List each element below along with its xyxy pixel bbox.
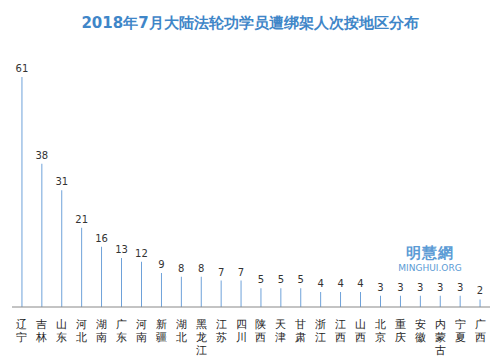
svg-text:3: 3 xyxy=(437,282,443,293)
svg-text:8: 8 xyxy=(178,263,184,274)
svg-text:4: 4 xyxy=(357,278,363,289)
svg-text:宁夏: 宁夏 xyxy=(455,318,466,344)
svg-text:山东: 山东 xyxy=(56,318,67,344)
svg-text:陕西: 陕西 xyxy=(255,318,266,344)
svg-text:3: 3 xyxy=(417,282,423,293)
svg-text:广西: 广西 xyxy=(475,318,486,344)
svg-text:3: 3 xyxy=(457,282,463,293)
svg-text:7: 7 xyxy=(238,267,244,278)
svg-text:山西: 山西 xyxy=(355,318,366,344)
svg-text:9: 9 xyxy=(158,259,164,270)
svg-text:天津: 天津 xyxy=(275,318,286,344)
svg-text:四川: 四川 xyxy=(236,318,247,344)
html-text:明慧網: 明慧網 xyxy=(406,244,454,262)
svg-text:5: 5 xyxy=(298,274,304,285)
svg-text:江苏: 江苏 xyxy=(216,318,227,344)
svg-text:新疆: 新疆 xyxy=(156,318,167,344)
svg-text:61: 61 xyxy=(16,63,29,74)
svg-text:4: 4 xyxy=(337,278,343,289)
svg-text:湖南: 湖南 xyxy=(96,318,107,344)
svg-text:3: 3 xyxy=(377,282,383,293)
svg-text:安徽: 安徽 xyxy=(415,318,426,344)
svg-text:江西: 江西 xyxy=(335,318,346,344)
svg-text:内蒙古: 内蒙古 xyxy=(435,318,446,357)
svg-text:浙江: 浙江 xyxy=(315,318,326,344)
svg-text:黑龙江: 黑龙江 xyxy=(196,318,207,357)
svg-text:甘肃: 甘肃 xyxy=(295,318,306,344)
svg-text:12: 12 xyxy=(135,248,148,259)
svg-text:湖北: 湖北 xyxy=(176,318,187,344)
html-text:MINGHUI.ORG: MINGHUI.ORG xyxy=(398,263,462,273)
svg-text:38: 38 xyxy=(36,150,49,161)
svg-text:河北: 河北 xyxy=(76,318,87,344)
svg-text:河南: 河南 xyxy=(136,318,147,344)
svg-text:2: 2 xyxy=(477,285,483,296)
svg-text:8: 8 xyxy=(198,263,204,274)
svg-text:广东: 广东 xyxy=(116,318,127,344)
svg-text:4: 4 xyxy=(318,278,324,289)
svg-text:5: 5 xyxy=(258,274,264,285)
svg-text:3: 3 xyxy=(397,282,403,293)
svg-text:北京: 北京 xyxy=(375,318,386,344)
svg-text:5: 5 xyxy=(278,274,284,285)
svg-text:重庆: 重庆 xyxy=(395,318,406,344)
svg-text:辽宁: 辽宁 xyxy=(16,318,27,344)
svg-text:吉林: 吉林 xyxy=(35,318,47,344)
svg-text:7: 7 xyxy=(218,267,224,278)
svg-text:21: 21 xyxy=(75,214,88,225)
html-text:2018年7月大陆法轮功学员遭绑架人次按地区分布: 2018年7月大陆法轮功学员遭绑架人次按地区分布 xyxy=(81,14,419,32)
svg-text:13: 13 xyxy=(115,244,128,255)
svg-text:16: 16 xyxy=(95,233,108,244)
svg-text:31: 31 xyxy=(55,176,68,187)
